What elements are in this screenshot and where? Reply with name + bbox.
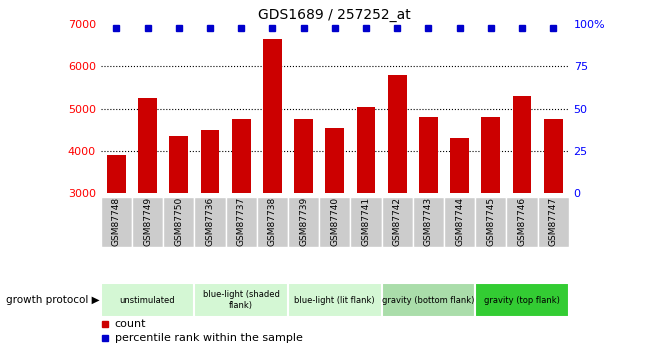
Bar — [482, 117, 500, 193]
Text: blue-light (shaded
flank): blue-light (shaded flank) — [203, 290, 280, 310]
Bar — [132, 197, 163, 247]
Bar — [163, 197, 194, 247]
Bar — [326, 128, 344, 193]
Text: GSM87736: GSM87736 — [205, 197, 214, 246]
Bar — [538, 197, 569, 247]
Text: unstimulated: unstimulated — [120, 296, 176, 305]
Text: percentile rank within the sample: percentile rank within the sample — [115, 333, 303, 343]
Bar — [294, 119, 313, 193]
Bar — [357, 107, 375, 193]
Bar — [201, 130, 219, 193]
Text: GSM87737: GSM87737 — [237, 197, 246, 246]
Bar — [138, 98, 157, 193]
Text: GSM87741: GSM87741 — [361, 197, 370, 246]
Text: count: count — [115, 319, 146, 329]
Bar — [232, 119, 250, 193]
Text: GSM87743: GSM87743 — [424, 197, 433, 246]
Text: GSM87742: GSM87742 — [393, 197, 402, 246]
Text: GSM87740: GSM87740 — [330, 197, 339, 246]
Bar — [419, 117, 437, 193]
Bar — [257, 197, 288, 247]
Bar — [288, 197, 319, 247]
Text: gravity (top flank): gravity (top flank) — [484, 296, 560, 305]
Bar — [101, 283, 194, 317]
Bar — [170, 136, 188, 193]
Bar — [444, 197, 475, 247]
Bar — [475, 197, 506, 247]
Bar — [382, 283, 475, 317]
Bar — [194, 283, 288, 317]
Text: GSM87744: GSM87744 — [455, 197, 464, 246]
Text: GSM87739: GSM87739 — [299, 197, 308, 246]
Bar — [350, 197, 382, 247]
Text: gravity (bottom flank): gravity (bottom flank) — [382, 296, 474, 305]
Title: GDS1689 / 257252_at: GDS1689 / 257252_at — [259, 8, 411, 22]
Text: GSM87745: GSM87745 — [486, 197, 495, 246]
Bar — [107, 155, 125, 193]
Bar — [388, 75, 406, 193]
Text: GSM87749: GSM87749 — [143, 197, 152, 246]
Bar — [263, 39, 281, 193]
Text: blue-light (lit flank): blue-light (lit flank) — [294, 296, 375, 305]
Bar — [101, 197, 132, 247]
Text: GSM87750: GSM87750 — [174, 197, 183, 246]
Text: GSM87747: GSM87747 — [549, 197, 558, 246]
Bar — [450, 138, 469, 193]
Bar — [288, 283, 382, 317]
Bar — [475, 283, 569, 317]
Bar — [506, 197, 538, 247]
Bar — [413, 197, 444, 247]
Text: growth protocol ▶: growth protocol ▶ — [6, 295, 100, 305]
Bar — [319, 197, 350, 247]
Text: GSM87738: GSM87738 — [268, 197, 277, 246]
Bar — [544, 119, 562, 193]
Text: GSM87748: GSM87748 — [112, 197, 121, 246]
Bar — [194, 197, 226, 247]
Bar — [226, 197, 257, 247]
Text: GSM87746: GSM87746 — [517, 197, 526, 246]
Bar — [382, 197, 413, 247]
Bar — [513, 96, 531, 193]
